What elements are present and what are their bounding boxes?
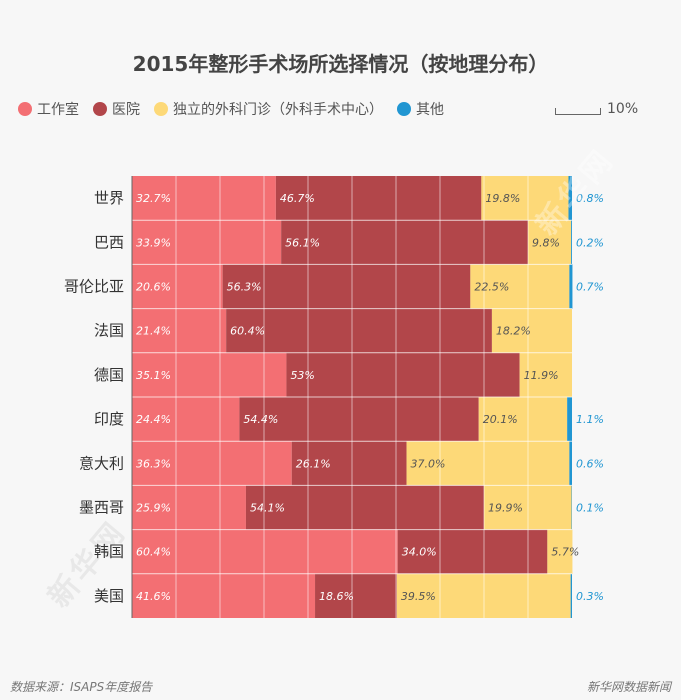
bar-other-9	[570, 573, 572, 618]
data-label-clinic-8: 5.7%	[551, 546, 579, 559]
legend-swatch-other	[397, 102, 411, 116]
bar-studio-9	[132, 573, 316, 618]
data-label-clinic-0: 19.8%	[485, 192, 520, 205]
data-label-other-7: 0.1%	[576, 502, 604, 515]
bar-clinic-6	[406, 441, 570, 486]
legend-item-studio: 工作室	[18, 99, 79, 119]
data-label-clinic-6: 37.0%	[411, 457, 446, 470]
bar-clinic-1	[528, 220, 572, 265]
scale-bracket-icon	[555, 107, 601, 115]
category-label-1: 巴西	[94, 233, 124, 251]
legend-item-other: 其他	[397, 99, 444, 119]
bar-studio-0	[132, 176, 276, 221]
bar-studio-7	[132, 485, 246, 530]
data-label-other-5: 1.1%	[576, 413, 604, 426]
data-label-studio-5: 24.4%	[136, 413, 171, 426]
bar-clinic-5	[478, 397, 568, 442]
legend-swatch-hospital	[93, 102, 107, 116]
category-label-8: 韩国	[94, 543, 124, 561]
bar-hospital-4	[286, 352, 520, 397]
category-label-2: 哥伦比亚	[64, 278, 124, 296]
bar-studio-5	[132, 397, 240, 442]
legend-label-hospital: 医院	[112, 102, 140, 118]
bar-hospital-8	[397, 529, 548, 574]
category-label-4: 德国	[94, 366, 124, 384]
data-label-clinic-2: 22.5%	[474, 281, 509, 294]
data-label-clinic-4: 11.9%	[524, 369, 559, 382]
data-label-studio-7: 25.9%	[136, 502, 171, 515]
category-label-9: 美国	[94, 587, 124, 605]
bar-hospital-1	[281, 220, 528, 265]
data-label-clinic-9: 39.5%	[401, 590, 436, 603]
bar-hospital-7	[245, 485, 484, 530]
legend: 工作室 医院 独立的外科门诊（外科手术中心） 其他	[18, 97, 458, 121]
data-label-studio-3: 21.4%	[136, 325, 171, 338]
data-label-studio-6: 36.3%	[136, 457, 171, 470]
data-label-hospital-6: 26.1%	[296, 457, 331, 470]
legend-swatch-clinic	[154, 102, 168, 116]
legend-swatch-studio	[18, 102, 32, 116]
category-label-0: 世界	[94, 189, 124, 207]
bar-hospital-6	[291, 441, 407, 486]
data-label-hospital-3: 60.4%	[230, 325, 265, 338]
legend-label-studio: 工作室	[37, 102, 79, 118]
scale-marker: 10%	[555, 101, 638, 117]
bar-clinic-3	[491, 308, 572, 353]
data-label-clinic-5: 20.1%	[483, 413, 518, 426]
data-label-other-1: 0.2%	[576, 236, 604, 249]
data-label-other-9: 0.3%	[576, 590, 604, 603]
bar-other-2	[569, 264, 573, 309]
bar-other-0	[568, 176, 572, 221]
category-label-3: 法国	[94, 322, 124, 340]
data-label-studio-1: 33.9%	[136, 236, 171, 249]
bar-studio-1	[132, 220, 282, 265]
category-label-6: 意大利	[79, 454, 124, 472]
bar-other-6	[569, 441, 572, 486]
data-label-clinic-3: 18.2%	[496, 325, 531, 338]
data-label-clinic-1: 9.8%	[532, 236, 560, 249]
legend-label-clinic: 独立的外科门诊（外科手术中心）	[173, 102, 383, 118]
bar-clinic-8	[547, 529, 573, 574]
data-label-clinic-7: 19.9%	[488, 502, 523, 515]
data-label-hospital-4: 53%	[290, 369, 314, 382]
legend-item-hospital: 医院	[93, 99, 140, 119]
data-label-studio-8: 60.4%	[136, 546, 171, 559]
bar-studio-3	[132, 308, 227, 353]
data-label-studio-0: 32.7%	[136, 192, 171, 205]
bar-studio-2	[132, 264, 223, 309]
data-label-hospital-0: 46.7%	[280, 192, 315, 205]
data-label-other-2: 0.7%	[576, 281, 604, 294]
bar-studio-8	[132, 529, 398, 574]
bar-studio-4	[132, 352, 287, 397]
footer-brand: 新华网数据新闻	[586, 680, 671, 694]
bar-clinic-0	[481, 176, 569, 221]
data-label-studio-9: 41.6%	[136, 590, 171, 603]
legend-label-other: 其他	[416, 102, 444, 118]
footer-source: 数据来源：ISAPS年度报告	[10, 680, 153, 694]
data-label-hospital-5: 54.4%	[243, 413, 278, 426]
bar-hospital-3	[226, 308, 492, 353]
bar-clinic-2	[470, 264, 570, 309]
bar-other-5	[567, 397, 572, 442]
legend-item-clinic: 独立的外科门诊（外科手术中心）	[154, 99, 383, 119]
bar-studio-6	[132, 441, 292, 486]
chart-title: 2015年整形手术场所选择情况（按地理分布）	[132, 52, 549, 76]
data-label-hospital-8: 34.0%	[402, 546, 437, 559]
data-label-hospital-2: 56.3%	[227, 281, 262, 294]
bar-hospital-5	[239, 397, 479, 442]
bar-hospital-0	[275, 176, 482, 221]
data-label-studio-2: 20.6%	[136, 281, 171, 294]
bar-hospital-9	[315, 573, 397, 618]
data-label-other-0: 0.8%	[576, 192, 604, 205]
category-label-7: 墨西哥	[79, 499, 124, 517]
data-label-studio-4: 35.1%	[136, 369, 171, 382]
scale-label: 10%	[607, 101, 639, 117]
data-label-hospital-1: 56.1%	[285, 236, 320, 249]
data-label-other-6: 0.6%	[576, 457, 604, 470]
bar-other-1	[571, 220, 572, 265]
category-label-5: 印度	[94, 410, 124, 428]
data-label-hospital-9: 18.6%	[319, 590, 354, 603]
data-label-hospital-7: 54.1%	[250, 502, 285, 515]
